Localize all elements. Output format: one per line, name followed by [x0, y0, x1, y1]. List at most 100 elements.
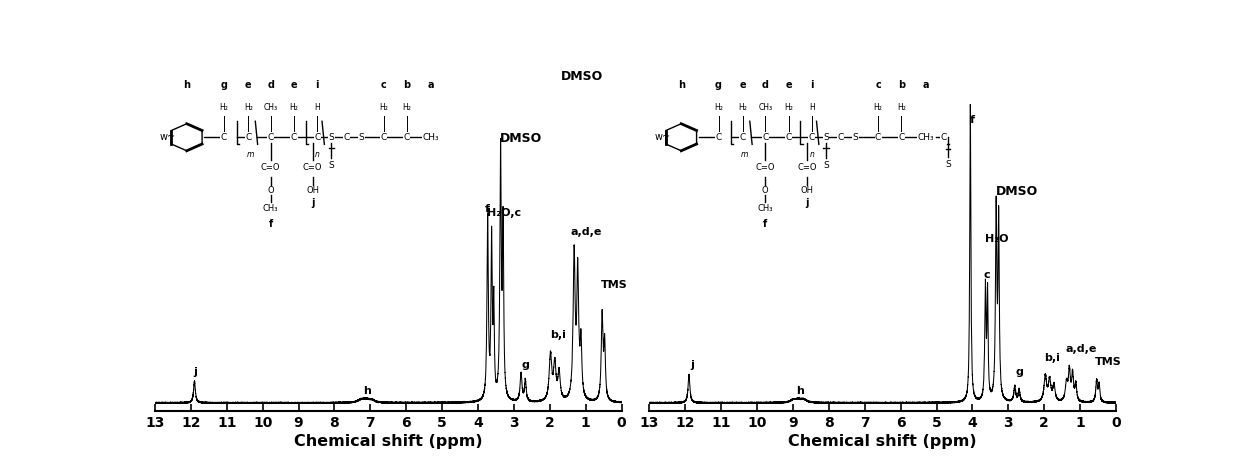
Text: g: g	[221, 80, 228, 90]
Text: OH: OH	[306, 186, 319, 195]
Text: CH₃: CH₃	[423, 133, 439, 142]
X-axis label: Chemical shift (ppm): Chemical shift (ppm)	[294, 434, 482, 449]
X-axis label: Chemical shift (ppm): Chemical shift (ppm)	[789, 434, 977, 449]
Text: H₂O,c: H₂O,c	[486, 207, 521, 218]
Text: H₂: H₂	[403, 103, 412, 112]
Text: j: j	[193, 367, 197, 377]
Text: S: S	[945, 160, 951, 170]
Text: j: j	[689, 360, 693, 370]
Text: C: C	[404, 133, 410, 142]
Text: C: C	[291, 133, 298, 142]
Text: C: C	[898, 133, 904, 142]
Text: g: g	[715, 80, 722, 90]
Text: S: S	[823, 161, 828, 170]
Text: H₂: H₂	[738, 103, 748, 112]
Text: i: i	[810, 80, 813, 90]
Text: b,i: b,i	[1044, 353, 1060, 363]
Text: CH₃: CH₃	[918, 133, 934, 142]
Text: j: j	[311, 198, 315, 208]
Text: H₂: H₂	[874, 103, 883, 112]
Text: C: C	[314, 133, 320, 142]
Text: H₂: H₂	[219, 103, 228, 112]
Text: OH: OH	[801, 186, 813, 195]
Text: C=O: C=O	[755, 163, 775, 172]
Text: f: f	[485, 204, 490, 214]
Text: CH₃: CH₃	[263, 204, 279, 213]
Text: C: C	[785, 133, 791, 142]
Text: C=O: C=O	[303, 163, 322, 172]
Text: CH₃: CH₃	[758, 103, 773, 112]
Text: C: C	[838, 133, 844, 142]
Text: O: O	[761, 186, 769, 195]
Text: H₂O: H₂O	[985, 234, 1008, 244]
Text: g: g	[521, 360, 529, 370]
Text: C: C	[875, 133, 882, 142]
Text: f: f	[269, 219, 273, 229]
Text: b: b	[403, 80, 410, 90]
Text: g: g	[1016, 367, 1024, 377]
Text: m: m	[742, 150, 749, 159]
Text: C: C	[808, 133, 815, 142]
Text: c: c	[381, 80, 387, 90]
Text: a: a	[428, 80, 434, 90]
Text: h: h	[796, 386, 805, 396]
Text: a: a	[923, 80, 929, 90]
Text: CH₃: CH₃	[758, 204, 773, 213]
Text: e: e	[785, 80, 792, 90]
Text: C: C	[715, 133, 722, 142]
Text: e: e	[246, 80, 252, 90]
Text: H₂: H₂	[379, 103, 388, 112]
Text: C: C	[940, 133, 946, 142]
Text: d: d	[267, 80, 274, 90]
Text: f: f	[763, 219, 768, 229]
Text: m: m	[247, 150, 254, 159]
Text: n: n	[315, 150, 320, 159]
Text: S: S	[358, 133, 365, 142]
Text: S: S	[329, 133, 335, 142]
Text: C: C	[246, 133, 252, 142]
Text: S: S	[329, 161, 335, 170]
Text: H₂: H₂	[714, 103, 723, 112]
Text: TMS: TMS	[1095, 357, 1121, 366]
Text: e: e	[290, 80, 298, 90]
Text: C: C	[343, 133, 350, 142]
Text: H₂: H₂	[290, 103, 299, 112]
Text: C: C	[221, 133, 227, 142]
Text: w~: w~	[655, 132, 671, 142]
Text: O: O	[268, 186, 274, 195]
Text: C: C	[740, 133, 746, 142]
Text: H₂: H₂	[897, 103, 906, 112]
Text: a,d,e: a,d,e	[1065, 344, 1097, 354]
Text: DMSO: DMSO	[500, 132, 542, 145]
Text: DMSO: DMSO	[996, 185, 1038, 198]
Text: C=O: C=O	[260, 163, 280, 172]
Text: C: C	[763, 133, 769, 142]
Text: w~: w~	[160, 132, 176, 142]
Text: i: i	[316, 80, 319, 90]
Text: h: h	[678, 80, 684, 90]
Text: n: n	[810, 150, 815, 159]
Text: c: c	[983, 270, 990, 280]
Text: H: H	[808, 103, 815, 112]
Text: a,d,e: a,d,e	[570, 227, 601, 237]
Text: f: f	[970, 115, 975, 125]
Text: C=O: C=O	[797, 163, 817, 172]
Text: S: S	[853, 133, 858, 142]
Text: h: h	[184, 80, 190, 90]
Text: C: C	[381, 133, 387, 142]
Text: H: H	[315, 103, 320, 112]
Text: c: c	[875, 80, 880, 90]
Text: DMSO: DMSO	[560, 70, 603, 83]
Text: CH₃: CH₃	[264, 103, 278, 112]
Text: C: C	[268, 133, 274, 142]
Text: b,i: b,i	[549, 330, 565, 340]
Text: j: j	[806, 198, 808, 208]
Text: b: b	[898, 80, 905, 90]
Text: S: S	[823, 133, 828, 142]
Text: H₂: H₂	[244, 103, 253, 112]
Text: h: h	[363, 386, 371, 396]
Text: e: e	[739, 80, 746, 90]
Text: H₂: H₂	[784, 103, 792, 112]
Text: TMS: TMS	[600, 280, 627, 291]
Text: d: d	[761, 80, 769, 90]
